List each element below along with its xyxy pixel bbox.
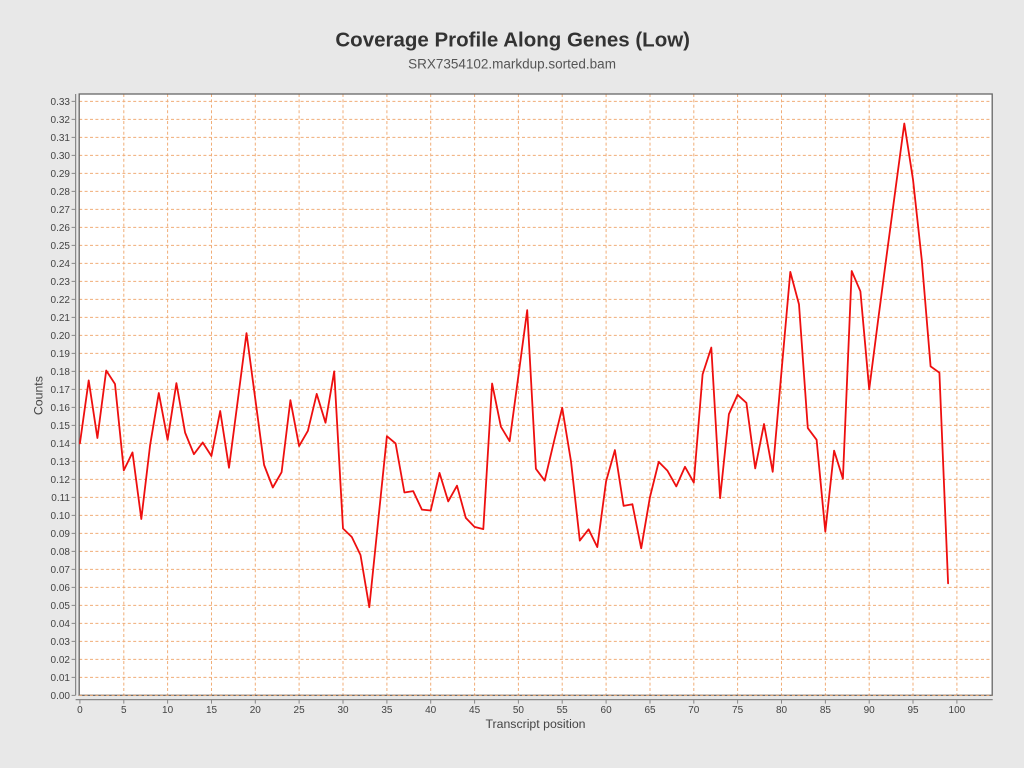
svg-text:0.01: 0.01 <box>51 673 71 684</box>
svg-text:0.10: 0.10 <box>51 511 71 522</box>
svg-text:Coverage Profile Along Genes (: Coverage Profile Along Genes (Low) <box>335 29 690 52</box>
svg-text:0.13: 0.13 <box>51 457 71 468</box>
svg-text:25: 25 <box>294 705 306 716</box>
svg-text:60: 60 <box>601 705 613 716</box>
svg-text:0.09: 0.09 <box>51 529 71 540</box>
svg-text:0.16: 0.16 <box>51 403 71 414</box>
svg-text:0.02: 0.02 <box>51 655 71 666</box>
svg-text:70: 70 <box>688 705 700 716</box>
svg-text:Counts: Counts <box>31 376 45 415</box>
svg-text:Transcript position: Transcript position <box>485 717 585 731</box>
svg-text:0.28: 0.28 <box>51 187 71 198</box>
svg-text:0.00: 0.00 <box>51 691 71 702</box>
svg-text:0.05: 0.05 <box>51 601 71 612</box>
svg-text:0.17: 0.17 <box>51 385 71 396</box>
svg-text:75: 75 <box>732 705 744 716</box>
svg-text:0.06: 0.06 <box>51 583 71 594</box>
svg-text:0.31: 0.31 <box>51 133 71 144</box>
svg-text:20: 20 <box>250 705 262 716</box>
svg-text:45: 45 <box>469 705 481 716</box>
svg-text:0.18: 0.18 <box>51 367 71 378</box>
svg-text:95: 95 <box>907 705 919 716</box>
svg-text:0.04: 0.04 <box>51 619 71 630</box>
svg-text:0.30: 0.30 <box>51 151 71 162</box>
svg-text:0.20: 0.20 <box>51 331 71 342</box>
svg-text:85: 85 <box>820 705 832 716</box>
svg-text:0.25: 0.25 <box>51 241 71 252</box>
svg-text:0.33: 0.33 <box>51 97 71 108</box>
svg-text:15: 15 <box>206 705 218 716</box>
svg-text:0: 0 <box>77 705 83 716</box>
svg-text:0.11: 0.11 <box>51 493 70 504</box>
svg-text:0.32: 0.32 <box>51 115 71 126</box>
svg-text:0.21: 0.21 <box>51 313 71 324</box>
svg-text:0.03: 0.03 <box>51 637 71 648</box>
svg-text:SRX7354102.markdup.sorted.bam: SRX7354102.markdup.sorted.bam <box>408 57 616 72</box>
svg-text:65: 65 <box>644 705 656 716</box>
svg-text:0.07: 0.07 <box>51 565 71 576</box>
svg-text:0.27: 0.27 <box>51 205 71 216</box>
svg-text:0.08: 0.08 <box>51 547 71 558</box>
svg-text:35: 35 <box>381 705 393 716</box>
svg-text:80: 80 <box>776 705 788 716</box>
svg-text:90: 90 <box>864 705 876 716</box>
svg-text:0.15: 0.15 <box>51 421 71 432</box>
svg-text:0.14: 0.14 <box>51 439 71 450</box>
svg-text:0.26: 0.26 <box>51 223 71 234</box>
svg-text:0.22: 0.22 <box>51 295 71 306</box>
svg-text:0.19: 0.19 <box>51 349 71 360</box>
svg-text:0.29: 0.29 <box>51 169 71 180</box>
svg-text:30: 30 <box>337 705 349 716</box>
svg-text:10: 10 <box>162 705 174 716</box>
svg-text:55: 55 <box>557 705 569 716</box>
svg-text:50: 50 <box>513 705 525 716</box>
svg-text:40: 40 <box>425 705 437 716</box>
svg-text:0.24: 0.24 <box>51 259 71 270</box>
svg-text:0.23: 0.23 <box>51 277 71 288</box>
svg-text:0.12: 0.12 <box>51 475 71 486</box>
svg-text:100: 100 <box>949 705 966 716</box>
svg-text:5: 5 <box>121 705 127 716</box>
